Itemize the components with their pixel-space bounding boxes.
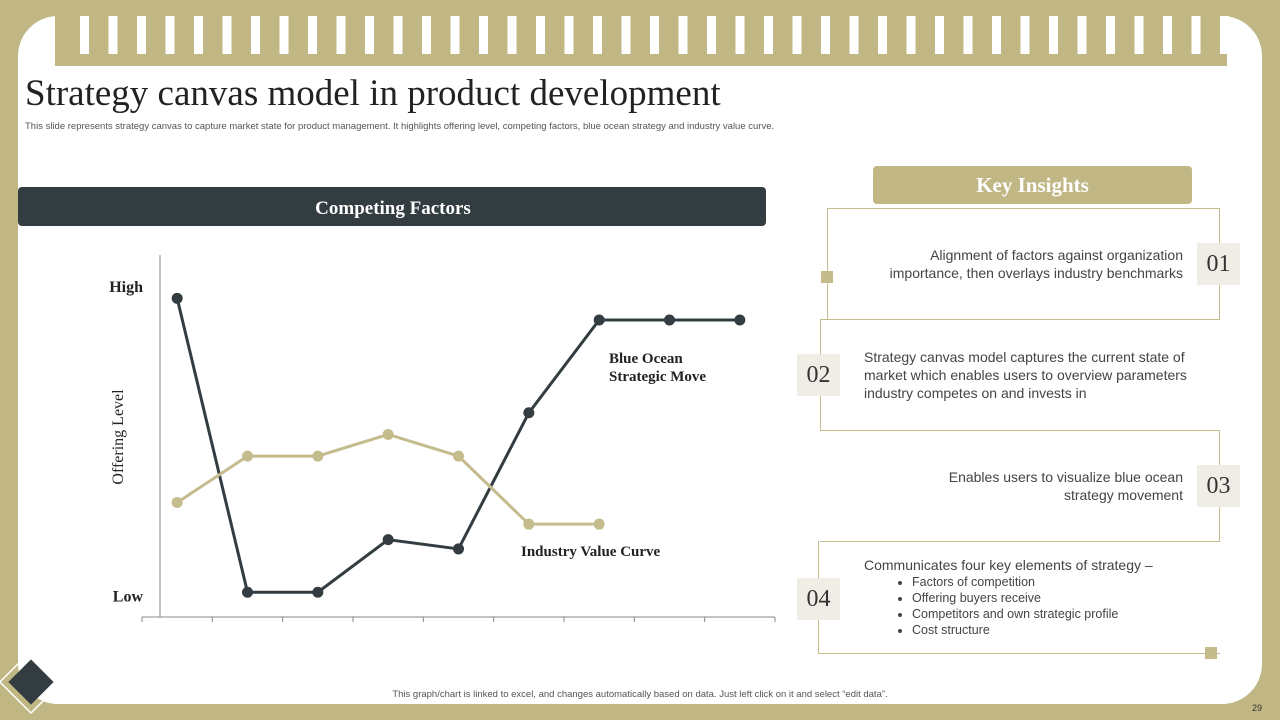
data-point xyxy=(242,450,253,462)
bullet: Competitors and own strategic profile xyxy=(912,606,1204,622)
stripe xyxy=(621,16,631,54)
data-point xyxy=(734,314,746,326)
stripe xyxy=(137,16,146,54)
series-label: Blue Ocean Strategic Move xyxy=(609,351,707,385)
insights-header: Key Insights xyxy=(873,166,1192,204)
stripe xyxy=(1220,16,1229,54)
stripe xyxy=(878,16,887,54)
insight-text: Communicates four key elements of strate… xyxy=(864,556,1204,638)
stripe xyxy=(764,16,773,54)
insight-text: Communicates four key elements of strate… xyxy=(864,557,1153,573)
slide-title: Strategy canvas model in product develop… xyxy=(25,73,721,114)
stripe xyxy=(479,16,488,54)
stripe xyxy=(1020,16,1030,54)
stripe xyxy=(1191,16,1201,54)
stripe xyxy=(507,16,517,54)
slide-subtitle: This slide represents strategy canvas to… xyxy=(25,121,775,132)
page-number: 29 xyxy=(1252,703,1263,713)
data-point xyxy=(312,450,324,462)
stripe xyxy=(906,16,916,54)
stripe xyxy=(1077,16,1087,54)
marker xyxy=(821,271,833,283)
stripe xyxy=(1106,16,1115,54)
data-point xyxy=(242,586,253,598)
stripe xyxy=(336,16,346,54)
data-point xyxy=(171,292,183,304)
stripe xyxy=(536,16,545,54)
stripe xyxy=(1134,16,1144,54)
stripe xyxy=(1049,16,1058,54)
series-label: Industry Value Curve xyxy=(521,544,661,560)
data-point xyxy=(312,586,324,598)
stripe-band xyxy=(55,16,1227,66)
data-point xyxy=(593,518,605,530)
stripe xyxy=(593,16,602,54)
stripe xyxy=(165,16,175,54)
data-point xyxy=(171,497,183,509)
stripe xyxy=(821,16,830,54)
data-point xyxy=(523,407,535,419)
data-point xyxy=(523,518,535,530)
data-point xyxy=(664,314,675,326)
insight-number: 02 xyxy=(797,354,840,396)
stripe xyxy=(222,16,232,54)
insight-text: Alignment of factors against organizatio… xyxy=(889,247,1183,281)
y-axis-label: Offering Level xyxy=(110,389,127,485)
stripe xyxy=(792,16,802,54)
data-point xyxy=(453,543,464,555)
stripe xyxy=(650,16,659,54)
stripe xyxy=(308,16,317,54)
data-point xyxy=(593,314,605,326)
bullet: Factors of competition xyxy=(912,574,1204,590)
y-tick-label: High xyxy=(109,279,143,296)
stripe xyxy=(422,16,431,54)
stripe xyxy=(992,16,1001,54)
stripe xyxy=(564,16,574,54)
insight-number: 04 xyxy=(797,578,840,620)
data-point xyxy=(382,534,394,546)
insight-text: Enables users to visualize blue ocean st… xyxy=(948,469,1183,503)
chart-title: Competing Factors xyxy=(315,198,471,219)
insight-number: 03 xyxy=(1197,465,1240,507)
stripe xyxy=(707,16,716,54)
stripe xyxy=(365,16,374,54)
data-point xyxy=(453,450,464,462)
stripe xyxy=(735,16,745,54)
bullet-list: Factors of competitionOffering buyers re… xyxy=(864,574,1204,638)
stripe xyxy=(251,16,260,54)
stripe xyxy=(963,16,973,54)
chart-header xyxy=(18,187,766,226)
bullet: Cost structure xyxy=(912,622,1204,638)
stripe xyxy=(935,16,944,54)
stripe xyxy=(194,16,203,54)
marker xyxy=(1205,647,1217,659)
stripe xyxy=(279,16,289,54)
stripe xyxy=(678,16,688,54)
top-stripes xyxy=(55,16,1229,66)
insight-number: 01 xyxy=(1197,243,1240,285)
stripe xyxy=(108,16,118,54)
stripe xyxy=(80,16,89,54)
footer: This graph/chart is linked to excel, and… xyxy=(392,689,888,700)
data-point xyxy=(382,428,394,440)
bullet: Offering buyers receive xyxy=(912,590,1204,606)
stripe xyxy=(393,16,403,54)
stripe xyxy=(1163,16,1172,54)
stripe xyxy=(849,16,859,54)
y-tick-label: Low xyxy=(113,588,144,605)
stripe xyxy=(450,16,460,54)
insight-text: Strategy canvas model captures the curre… xyxy=(864,349,1187,401)
